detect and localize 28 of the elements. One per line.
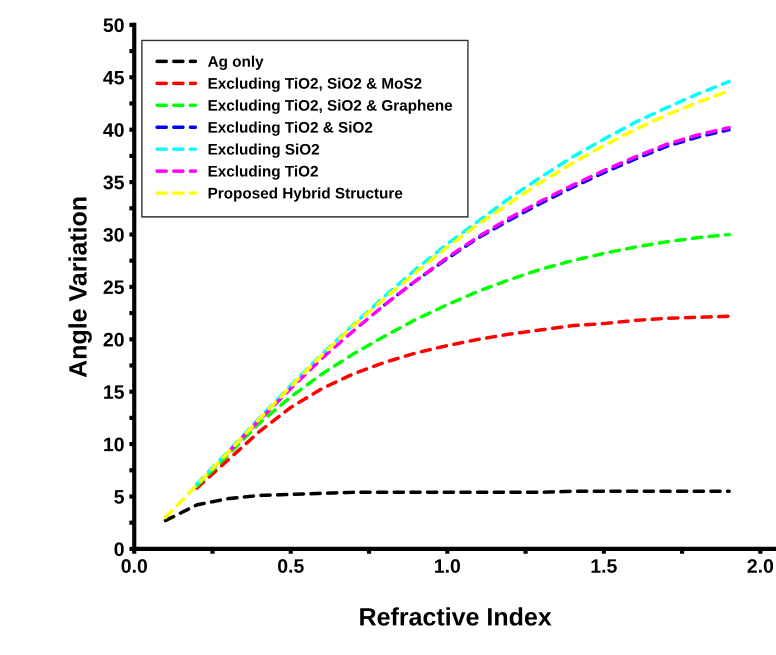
x-tick-label: 1.0	[435, 559, 460, 573]
y-tick-label: 20	[104, 332, 124, 347]
y-tick-label: 50	[104, 18, 124, 32]
line-series	[195, 232, 731, 488]
line-series	[195, 314, 731, 490]
y-tick-label: 30	[103, 228, 124, 242]
x-tick-label: 0.5	[278, 559, 304, 573]
y-tick-label: 40	[103, 123, 124, 137]
y-axis-title: Angle Variation	[68, 197, 92, 378]
legend-label: Excluding TiO2, SiO2 & Graphene	[208, 100, 452, 114]
y-tick-label: 5	[114, 490, 124, 504]
line-series	[164, 490, 731, 522]
y-tick-label: 10	[104, 438, 124, 452]
legend-label: Excluding TiO2	[208, 165, 318, 180]
legend-label: Excluding TiO2, SiO2 & MoS2	[208, 78, 422, 92]
y-tick-label: 45	[103, 70, 124, 85]
x-axis-title: Refractive Index	[360, 607, 552, 626]
legend-label: Proposed Hybrid Structure	[208, 187, 402, 202]
legend-label: Excluding SiO2	[208, 143, 320, 158]
y-tick-label: 15	[104, 385, 124, 399]
x-tick-label: 1.5	[592, 559, 617, 573]
y-tick-label: 25	[104, 280, 124, 294]
legend-label: Excluding TiO2 & SiO2	[208, 122, 372, 136]
x-tick-label: 2.0	[748, 559, 774, 573]
y-tick-label: 0	[114, 542, 124, 556]
y-tick-label: 35	[103, 176, 124, 190]
legend-label: Ag only	[208, 56, 264, 70]
x-tick-label: 0.0	[122, 559, 147, 573]
